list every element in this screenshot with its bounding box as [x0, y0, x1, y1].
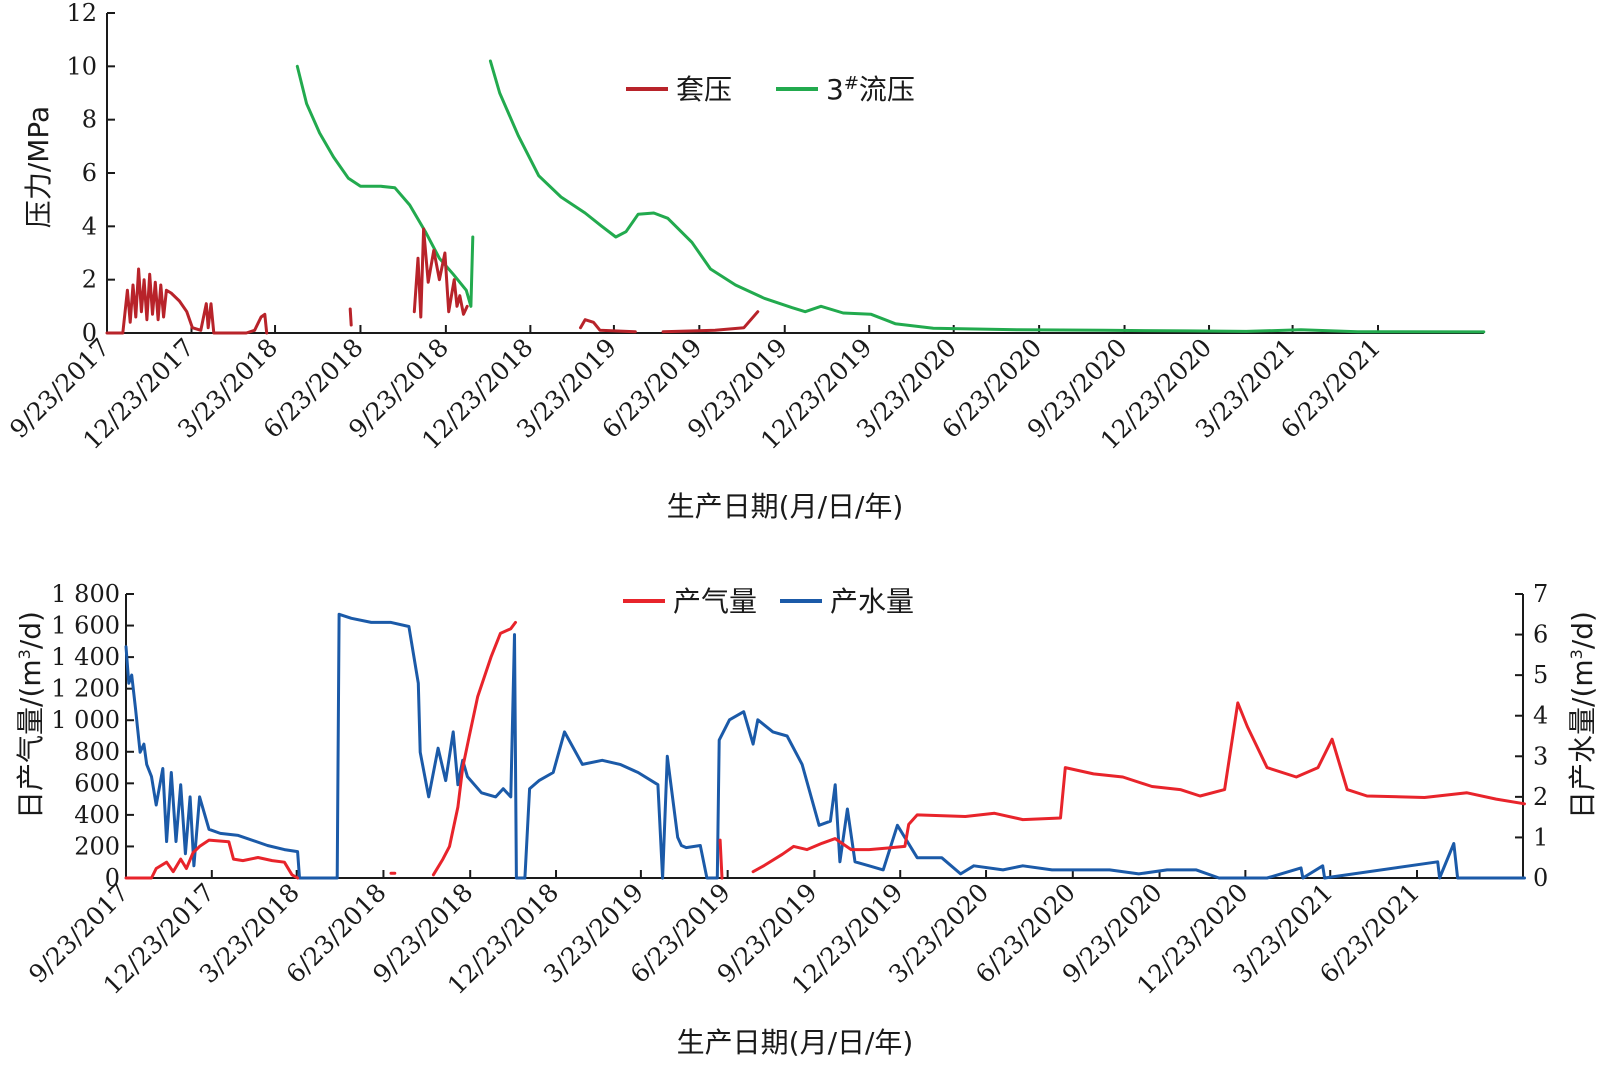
- water-y-tick-label-6: 6: [1533, 621, 1548, 649]
- gas-y-tick-label-1400: 1 400: [51, 643, 120, 671]
- production-rate-chart: 日产气量/(m3/d) 日产水量/(m3/d) 生产日期(月/日/年) 产气量 …: [14, 580, 1599, 1059]
- pressure-legend: 套压 3#流压: [626, 73, 915, 106]
- legend-flow-pressure-sup: #: [844, 73, 859, 94]
- water-y-tick-label-7: 7: [1533, 580, 1548, 608]
- legend-flow-pressure-rest: 流压: [859, 73, 915, 106]
- pressure-y-tick-label-10: 10: [66, 52, 97, 80]
- gas-y-tick-label-0: 0: [105, 864, 120, 892]
- water-y-tick-label-2: 2: [1533, 783, 1548, 811]
- pressure-y-axis-title: 压力/MPa: [22, 106, 55, 228]
- water-y-tick-label-3: 3: [1533, 742, 1548, 770]
- gas-y-axis-title: 日产气量/(m3/d): [14, 611, 47, 819]
- gas-y-tick-label-1200: 1 200: [51, 675, 120, 703]
- production-x-axis-title: 生产日期(月/日/年): [677, 1026, 914, 1059]
- legend-gas-label: 产气量: [673, 585, 757, 618]
- gas-y-axis-title-sup: 3: [15, 649, 34, 659]
- gas-y-tick-label-600: 600: [74, 769, 120, 797]
- production-legend: 产气量 产水量: [623, 585, 914, 618]
- water-y-tick-label-0: 0: [1533, 864, 1548, 892]
- pressure-y-tick-label-0: 0: [82, 319, 97, 347]
- water-y-axis-title-main: 日产水量/(m: [1566, 659, 1599, 819]
- series-gas-rate-line: [124, 620, 1526, 880]
- series-casing-pressure-line: [105, 227, 760, 335]
- legend-flow-pressure-number: 3: [826, 73, 844, 106]
- water-y-axis-title: 日产水量/(m3/d): [1566, 611, 1599, 819]
- series-flow-pressure-line: [295, 59, 1486, 334]
- water-y-tick-label-4: 4: [1533, 702, 1548, 730]
- gas-y-tick-label-400: 400: [74, 801, 120, 829]
- legend-flow-pressure-label: 3#流压: [826, 73, 915, 106]
- water-y-axis-title-sup: 3: [1567, 649, 1586, 659]
- gas-y-tick-label-800: 800: [74, 738, 120, 766]
- pressure-y-tick-label-8: 8: [82, 106, 97, 134]
- legend-water-label: 产水量: [830, 585, 914, 618]
- gas-y-tick-label-200: 200: [74, 832, 120, 860]
- gas-y-axis-title-tail: /d): [14, 611, 47, 649]
- water-y-tick-label-5: 5: [1533, 661, 1548, 689]
- water-y-tick-label-1: 1: [1533, 823, 1548, 851]
- pressure-y-tick-label-6: 6: [82, 159, 97, 187]
- pressure-y-tick-label-2: 2: [82, 266, 97, 294]
- pressure-chart: 压力/MPa 生产日期(月/日/年) 套压 3#流压 0246810129/23…: [4, 0, 1486, 523]
- series-water-rate-line: [124, 612, 1526, 880]
- gas-y-tick-label-1800: 1 800: [51, 580, 120, 608]
- pressure-y-tick-label-4: 4: [82, 212, 97, 240]
- legend-casing-pressure-label: 套压: [676, 73, 732, 106]
- gas-y-tick-label-1000: 1 000: [51, 706, 120, 734]
- pressure-y-tick-label-12: 12: [66, 0, 97, 27]
- pressure-x-axis-title: 生产日期(月/日/年): [667, 490, 904, 523]
- gas-y-axis-title-main: 日产气量/(m: [14, 659, 47, 819]
- gas-y-tick-label-1600: 1 600: [51, 612, 120, 640]
- water-y-axis-title-tail: /d): [1566, 611, 1599, 649]
